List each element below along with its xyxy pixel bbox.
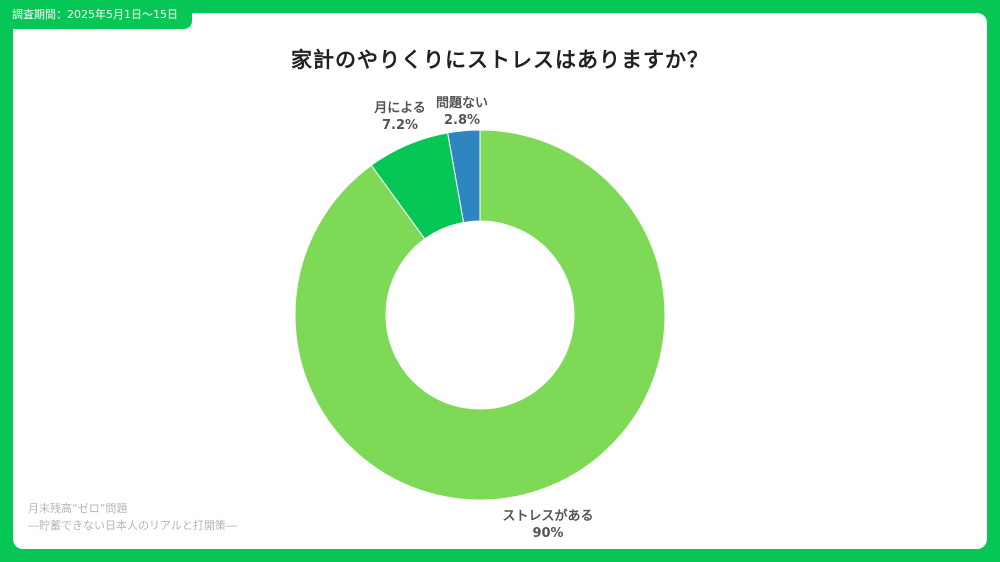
slice-value-2: 7.2% [382,118,418,133]
source-line-1: 月末残高“ゼロ”問題 [28,502,128,515]
slice-label-3: ストレスがある [502,508,593,524]
chart-title: 家計のやりくりにストレスはありますか？ [291,48,709,72]
slice-3 [294,129,666,501]
survey-period-badge: 調査期間：2025年5月1日〜15日 [0,0,192,29]
slice-label-1: 問題ない [436,96,488,111]
source-line-2: ―貯蓄できない日本人のリアルと打開策― [28,519,237,532]
slice-label-2: 月による [373,101,426,116]
source-caption: 月末残高“ゼロ”問題 ―貯蓄できない日本人のリアルと打開策― [28,500,237,534]
slice-value-1: 2.8% [444,113,480,128]
slice-value-3: 90% [532,526,563,541]
